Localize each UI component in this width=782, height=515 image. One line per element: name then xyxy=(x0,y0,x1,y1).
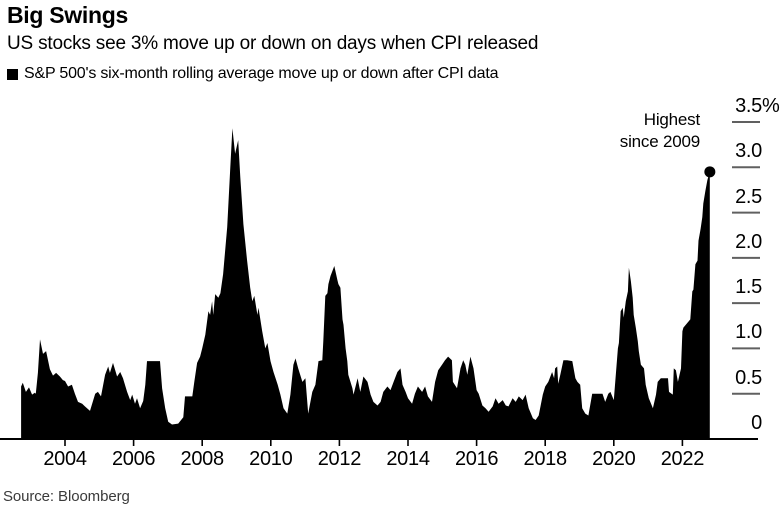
chart-title: Big Swings xyxy=(7,2,128,28)
chart-subtitle: US stocks see 3% move up or down on days… xyxy=(7,33,539,54)
percent-sign: % xyxy=(762,95,780,117)
x-axis-label: 2014 xyxy=(386,448,430,470)
legend-swatch-icon xyxy=(7,68,18,80)
peak-annotation-line1: Highest xyxy=(643,110,700,129)
y-axis-label: 1.5 xyxy=(735,276,762,299)
y-axis-label: 2.5 xyxy=(735,185,762,208)
endpoint-marker xyxy=(704,166,716,178)
y-axis-label: 0 xyxy=(751,412,762,434)
peak-annotation: Highest since 2009 xyxy=(620,109,700,153)
x-axis-label: 2020 xyxy=(592,448,636,470)
x-axis-label: 2006 xyxy=(111,448,156,470)
y-axis-label: 0.5 xyxy=(735,366,762,389)
legend-label: S&P 500's six-month rolling average move… xyxy=(24,65,499,82)
x-axis-label: 2008 xyxy=(180,448,225,470)
y-axis-label: 3.0 xyxy=(735,140,762,163)
x-axis-label: 2012 xyxy=(317,448,362,470)
y-axis-label: 1.0 xyxy=(735,321,762,344)
x-axis-label: 2004 xyxy=(43,448,87,470)
source-note: Source: Bloomberg xyxy=(3,488,130,505)
y-axis-label: 2.0 xyxy=(735,230,762,253)
y-axis-label: 3.5% xyxy=(735,95,780,117)
x-axis-label: 2018 xyxy=(523,448,568,470)
x-axis-label: 2022 xyxy=(660,448,705,470)
peak-annotation-line2: since 2009 xyxy=(619,132,700,151)
legend: S&P 500's six-month rolling average move… xyxy=(7,65,498,83)
area-series xyxy=(21,128,710,440)
x-axis-label: 2010 xyxy=(249,448,293,470)
x-axis-label: 2016 xyxy=(454,448,499,470)
